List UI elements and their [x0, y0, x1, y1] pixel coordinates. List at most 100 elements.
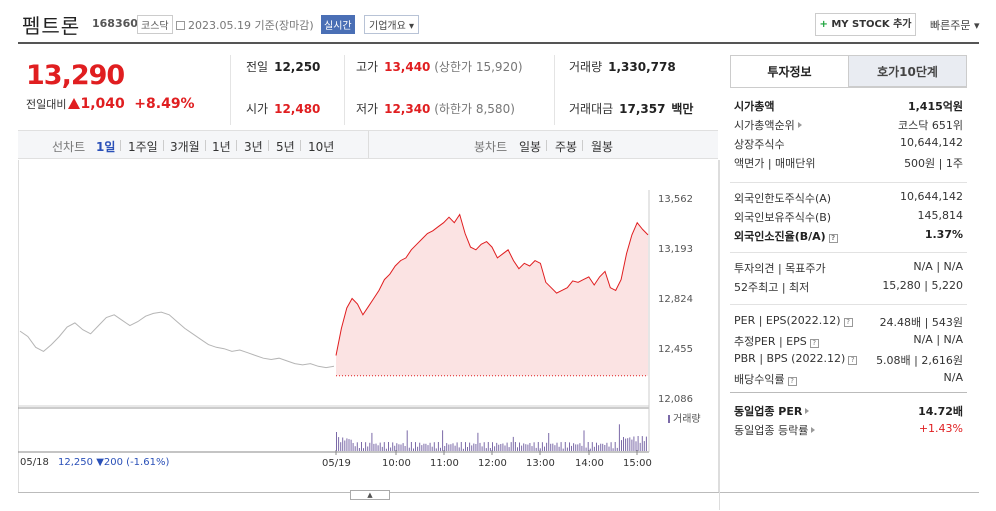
volume-bar [498, 444, 500, 451]
info-key[interactable]: 배당수익률? [734, 371, 797, 387]
volume-bar [573, 443, 575, 451]
change-label: 전일대비 [26, 98, 67, 111]
tab-investment-info[interactable]: 투자정보 [730, 55, 849, 87]
range-tab-3y[interactable]: 3년 [244, 140, 269, 154]
volume-bar [525, 444, 527, 451]
info-row: 시가총액순위 코스닥 651위 [734, 115, 963, 133]
help-icon[interactable]: ? [843, 318, 853, 327]
price-chart[interactable]: 13,562 13,193 12,824 12,455 12,086 05/19 10:0… [18, 160, 719, 506]
my-stock-add-button[interactable]: + MY STOCK 추가 [815, 13, 916, 36]
high-price: 고가 13,440 (상한가 15,920) [356, 58, 523, 75]
volume-bar [340, 442, 342, 451]
prev-day-change: ▼200 [96, 457, 123, 468]
info-section-divider [730, 252, 967, 253]
volume-bar [444, 446, 446, 451]
low-price: 저가 12,340 (하한가 8,580) [356, 100, 515, 117]
volume-bar [523, 443, 525, 451]
corp-overview-dropdown[interactable]: 기업개요 ▾ [364, 15, 419, 34]
range-tab-3m[interactable]: 3개월 [170, 140, 206, 154]
info-key[interactable]: 시가총액순위 [734, 117, 802, 133]
info-row: 배당수익률? N/A [734, 369, 963, 387]
info-key: 외국인보유주식수(B) [734, 211, 832, 224]
volume-bar [396, 443, 398, 451]
volume-bar [390, 447, 392, 451]
range-tab-10y[interactable]: 10년 [308, 140, 335, 154]
volume-bar [402, 443, 404, 451]
open-price: 시가 12,480 [246, 100, 320, 117]
prev-day-line [19, 311, 335, 369]
info-key[interactable]: 외국인소진율(B/A)? [734, 228, 838, 244]
info-section-divider [730, 304, 967, 305]
volume-bar [385, 448, 387, 451]
volume-bar [381, 446, 383, 451]
volume-bar [535, 447, 537, 451]
info-key[interactable]: PER | EPS(2022.12)? [734, 314, 853, 327]
low-label: 저가 [356, 102, 379, 116]
info-row: 상장주식수 10,644,142 [734, 134, 963, 152]
range-tab-5y[interactable]: 5년 [276, 140, 301, 154]
range-tab-1d[interactable]: 1일 [96, 140, 122, 154]
volume-bar [604, 445, 606, 451]
volume-bar [375, 443, 377, 451]
info-value: 24.48배 | 543원 [879, 316, 963, 329]
help-icon[interactable]: ? [828, 234, 838, 243]
volume-bar [442, 430, 444, 451]
candle-tab-monthly[interactable]: 월봉 [591, 140, 614, 154]
info-value: 5.08배 | 2,616원 [876, 354, 963, 367]
info-key: 외국인한도주식수(A) [734, 192, 832, 205]
volume-bar [435, 448, 437, 451]
header-divider [18, 42, 979, 44]
volume-bar [596, 442, 597, 451]
range-tab-1w[interactable]: 1주일 [128, 140, 164, 154]
y-axis: 13,562 13,193 12,824 12,455 12,086 [658, 194, 693, 405]
volume-bar [562, 448, 564, 451]
info-value: 10,644,142 [900, 136, 963, 149]
help-icon[interactable]: ? [809, 339, 819, 348]
volume-bar [413, 448, 414, 451]
volume-bar [462, 448, 464, 451]
volume-bar [400, 444, 402, 451]
info-key[interactable]: 동일업종 PER [734, 403, 810, 419]
volume-bar [452, 443, 454, 451]
info-section-divider [730, 182, 967, 183]
date-value: 2023.05.19 [188, 19, 251, 32]
volume-bar [508, 447, 510, 451]
volume-value: 1,330,778 [608, 60, 676, 74]
info-key[interactable]: PBR | BPS (2022.12)? [734, 352, 858, 365]
volume-bar [433, 442, 435, 451]
help-icon[interactable]: ? [848, 356, 858, 365]
tab-order-book[interactable]: 호가10단계 [848, 55, 967, 87]
trade-value-unit: 백만 [671, 102, 694, 116]
stock-header: 펨트론 168360 코스닥 2023.05.19 기준(장마감) 실시간 기업… [0, 0, 996, 44]
candle-tab-weekly[interactable]: 주봉 [555, 140, 584, 154]
info-key[interactable]: 추정PER | EPS? [734, 333, 819, 349]
volume-bar [379, 442, 381, 451]
prev-label: 전일 [246, 60, 269, 74]
volume-bar [429, 442, 431, 451]
help-icon[interactable]: ? [787, 377, 797, 386]
caret-right-icon [805, 408, 810, 414]
volume-bar [587, 442, 589, 451]
volume-bar [496, 442, 498, 451]
info-row: 추정PER | EPS? N/A | N/A [734, 331, 963, 349]
volume-bar [575, 444, 577, 451]
collapse-chart-button[interactable]: ▲ [350, 490, 390, 500]
volume-bar [338, 437, 340, 451]
quick-order-dropdown[interactable]: 빠른주문 ▾ [930, 19, 980, 32]
info-value: N/A | N/A [913, 333, 963, 346]
volume-bar [487, 442, 489, 451]
volume-bar [394, 445, 396, 451]
volume-bar [643, 441, 645, 451]
volume-bar [344, 440, 346, 451]
info-key[interactable]: 동일업종 등락률 [734, 422, 816, 438]
high-label: 고가 [356, 60, 379, 74]
candle-tab-daily[interactable]: 일봉 [519, 140, 548, 154]
range-tab-1y[interactable]: 1년 [212, 140, 237, 154]
volume-bar [363, 448, 364, 451]
volume-bar [560, 442, 562, 451]
divider [344, 55, 345, 125]
volume-bar [635, 441, 637, 451]
live-badge[interactable]: 실시간 [321, 15, 355, 34]
volume-bar [606, 442, 608, 451]
info-value: 15,280 | 5,220 [882, 279, 963, 292]
